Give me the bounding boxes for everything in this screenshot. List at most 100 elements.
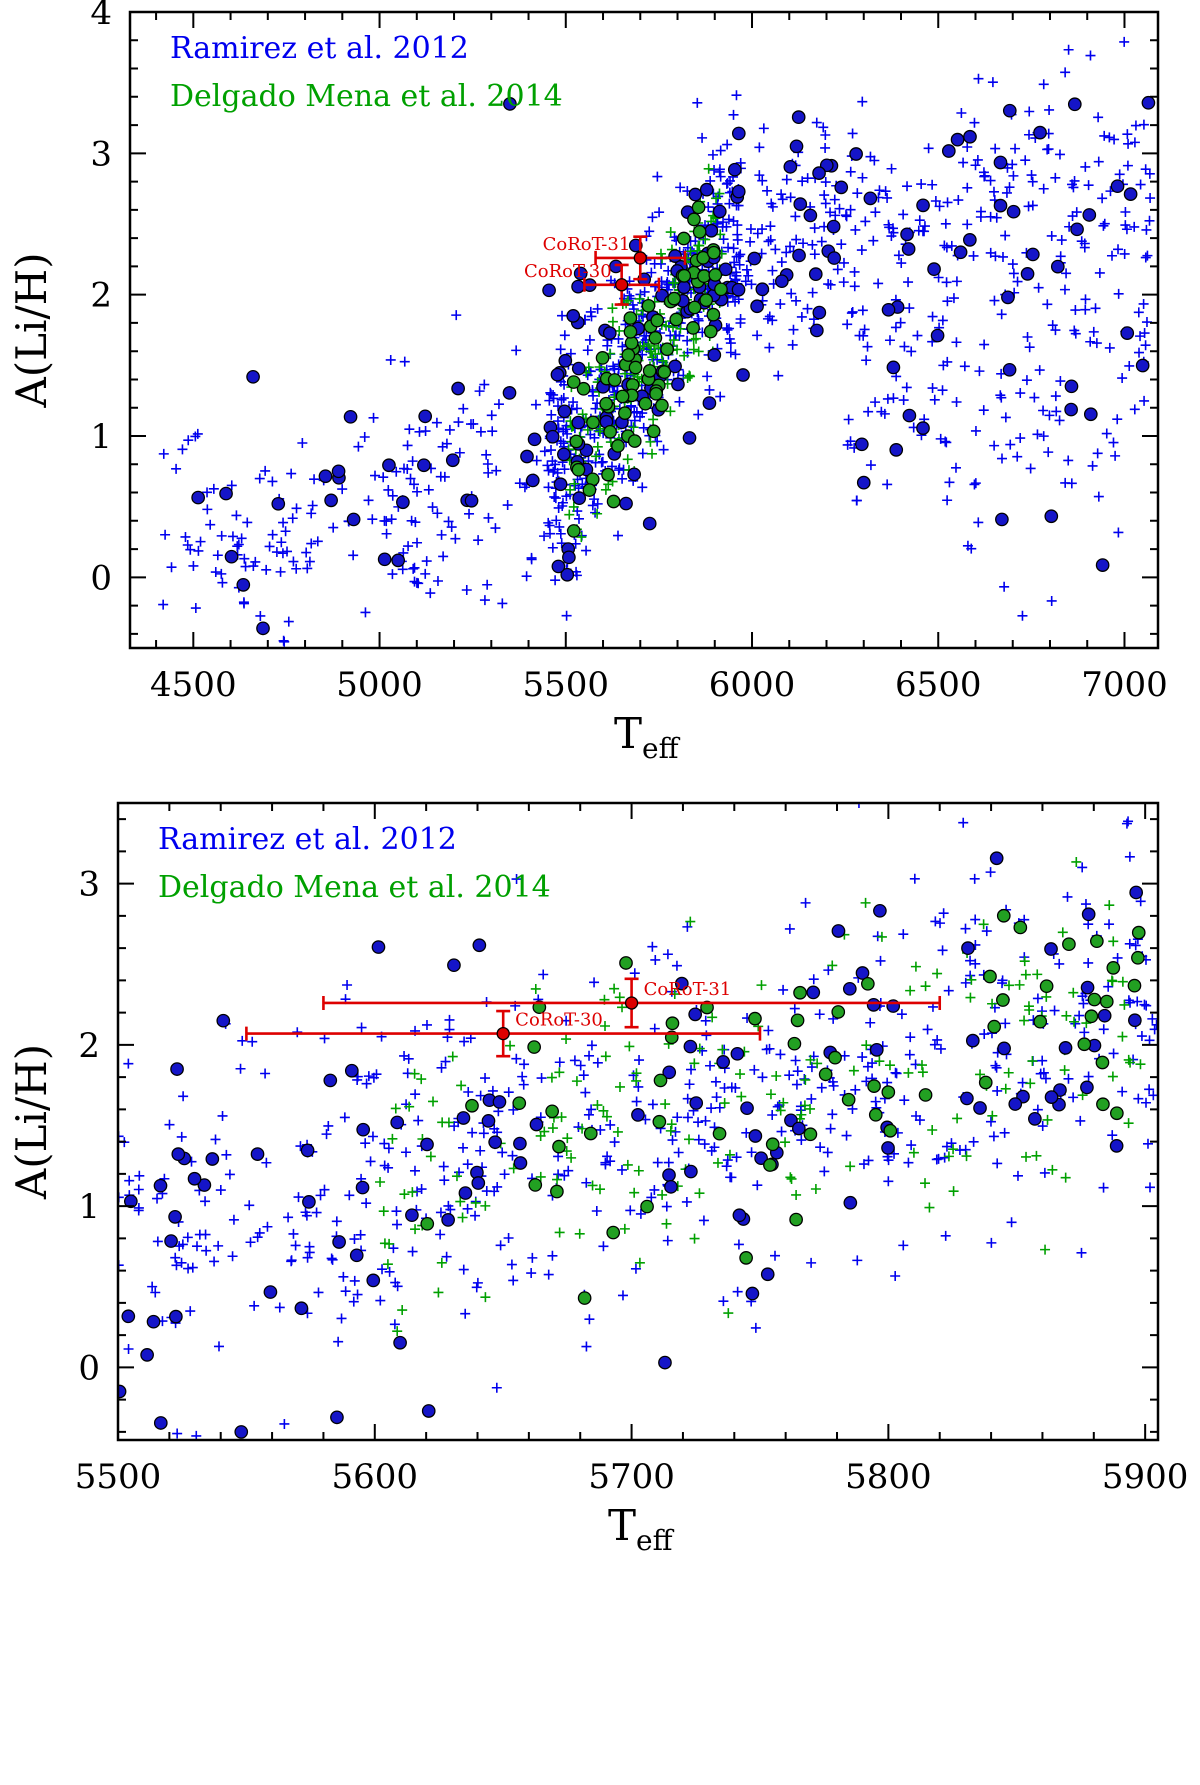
ramirez-plus-point — [224, 1169, 235, 1180]
delgado-plus-point — [634, 293, 645, 304]
ramirez-circle-point — [118, 1384, 127, 1399]
delgado-circle-point — [706, 307, 721, 322]
delgado-circle-point — [611, 439, 625, 453]
ramirez-plus-point — [734, 259, 745, 270]
ramirez-plus-point — [1004, 182, 1015, 193]
ramirez-plus-point — [661, 1201, 672, 1212]
ramirez-plus-point — [1047, 320, 1058, 331]
ramirez-plus-point — [874, 185, 885, 196]
ramirez-plus-point — [836, 239, 847, 250]
ramirez-plus-point — [1042, 144, 1053, 155]
delgado-circle-point — [619, 956, 633, 970]
ramirez-plus-point — [935, 433, 946, 444]
delgado-plus-point — [571, 1076, 582, 1087]
ramirez-plus-point — [1136, 1031, 1147, 1042]
ramirez-plus-point — [292, 1027, 303, 1038]
ramirez-plus-point — [814, 1009, 825, 1020]
delgado-circle-point — [1095, 1055, 1110, 1070]
ramirez-plus-point — [784, 923, 795, 934]
ramirez-plus-point — [297, 438, 308, 449]
delgado-plus-point — [910, 961, 921, 972]
delgado-plus-point — [1107, 1071, 1118, 1082]
ramirez-plus-point — [965, 970, 976, 981]
ramirez-plus-point — [1076, 236, 1087, 247]
ramirez-plus-point — [985, 867, 996, 878]
ramirez-plus-point — [1107, 1130, 1118, 1141]
ramirez-plus-point — [962, 540, 973, 551]
delgado-plus-point — [1060, 1172, 1071, 1183]
ramirez-circle-point — [1123, 187, 1138, 201]
ramirez-plus-point — [1123, 138, 1134, 149]
ramirez-plus-point — [188, 560, 199, 571]
ramirez-circle-point — [699, 182, 714, 197]
delgado-plus-point — [455, 1196, 466, 1207]
ramirez-circle-point — [1006, 204, 1021, 219]
ramirez-plus-point — [940, 1230, 951, 1241]
ramirez-plus-point — [315, 1190, 326, 1201]
delgado-circle-point — [691, 200, 706, 215]
x-tick-label: 5800 — [845, 1457, 932, 1497]
ramirez-plus-point — [183, 435, 194, 446]
ramirez-plus-point — [785, 192, 796, 203]
ramirez-plus-point — [472, 1277, 483, 1288]
ramirez-plus-point — [722, 1155, 733, 1166]
ramirez-plus-point — [446, 522, 457, 533]
ramirez-plus-point — [1051, 406, 1062, 417]
ramirez-plus-point — [823, 279, 834, 290]
ramirez-circle-point — [553, 477, 568, 492]
ramirez-plus-point — [226, 480, 237, 491]
ramirez-plus-point — [765, 234, 776, 245]
delgado-circle-point — [642, 364, 657, 378]
ramirez-plus-point — [1050, 172, 1061, 183]
ramirez-plus-point — [605, 1156, 616, 1167]
ramirez-plus-point — [348, 1296, 359, 1307]
ramirez-plus-point — [445, 1204, 456, 1215]
ramirez-plus-point — [662, 1235, 673, 1246]
ramirez-plus-point — [483, 512, 494, 523]
ramirez-plus-point — [1106, 250, 1117, 261]
ramirez-plus-point — [791, 1079, 802, 1090]
ramirez-plus-point — [183, 1263, 194, 1274]
top-y-axis-title: A(Li/H) — [7, 252, 56, 408]
ramirez-plus-point — [609, 1137, 620, 1148]
delgado-plus-point — [1019, 956, 1030, 967]
ramirez-plus-point — [180, 531, 191, 542]
ramirez-circle-point — [557, 447, 571, 462]
ramirez-plus-point — [584, 334, 595, 345]
ramirez-circle-point — [993, 198, 1008, 213]
ramirez-circle-point — [718, 262, 733, 277]
ramirez-plus-point — [399, 356, 410, 367]
ramirez-plus-point — [927, 383, 938, 394]
delgado-circle-point — [615, 389, 630, 404]
ramirez-plus-point — [857, 305, 868, 316]
ramirez-plus-point — [987, 77, 998, 88]
ramirez-plus-point — [686, 1064, 697, 1075]
ramirez-plus-point — [845, 436, 856, 447]
ramirez-plus-point — [1110, 450, 1121, 461]
ramirez-plus-point — [1021, 375, 1032, 386]
ramirez-plus-point — [724, 333, 735, 344]
ramirez-plus-point — [789, 1003, 800, 1014]
ramirez-circle-point — [688, 1007, 703, 1022]
ramirez-plus-point — [435, 1207, 446, 1218]
delgado-plus-point — [562, 1133, 573, 1144]
delgado-plus-point — [693, 346, 704, 357]
ramirez-plus-point — [724, 323, 735, 334]
ramirez-plus-point — [697, 1045, 708, 1056]
ramirez-plus-point — [254, 473, 265, 484]
ramirez-circle-point — [246, 369, 260, 384]
ramirez-plus-point — [360, 607, 371, 618]
ramirez-circle-point — [324, 493, 338, 508]
ramirez-plus-point — [283, 616, 294, 627]
ramirez-plus-point — [383, 1143, 394, 1154]
delgado-plus-point — [566, 1152, 577, 1163]
delgado-circle-point — [978, 1075, 993, 1090]
ramirez-circle-point — [674, 976, 689, 991]
delgado-circle-point — [765, 1137, 780, 1152]
ramirez-plus-point — [530, 399, 541, 410]
ramirez-plus-point — [1005, 439, 1016, 450]
delgado-plus-point — [1023, 1001, 1034, 1012]
ramirez-plus-point — [860, 216, 871, 227]
ramirez-plus-point — [368, 412, 379, 423]
